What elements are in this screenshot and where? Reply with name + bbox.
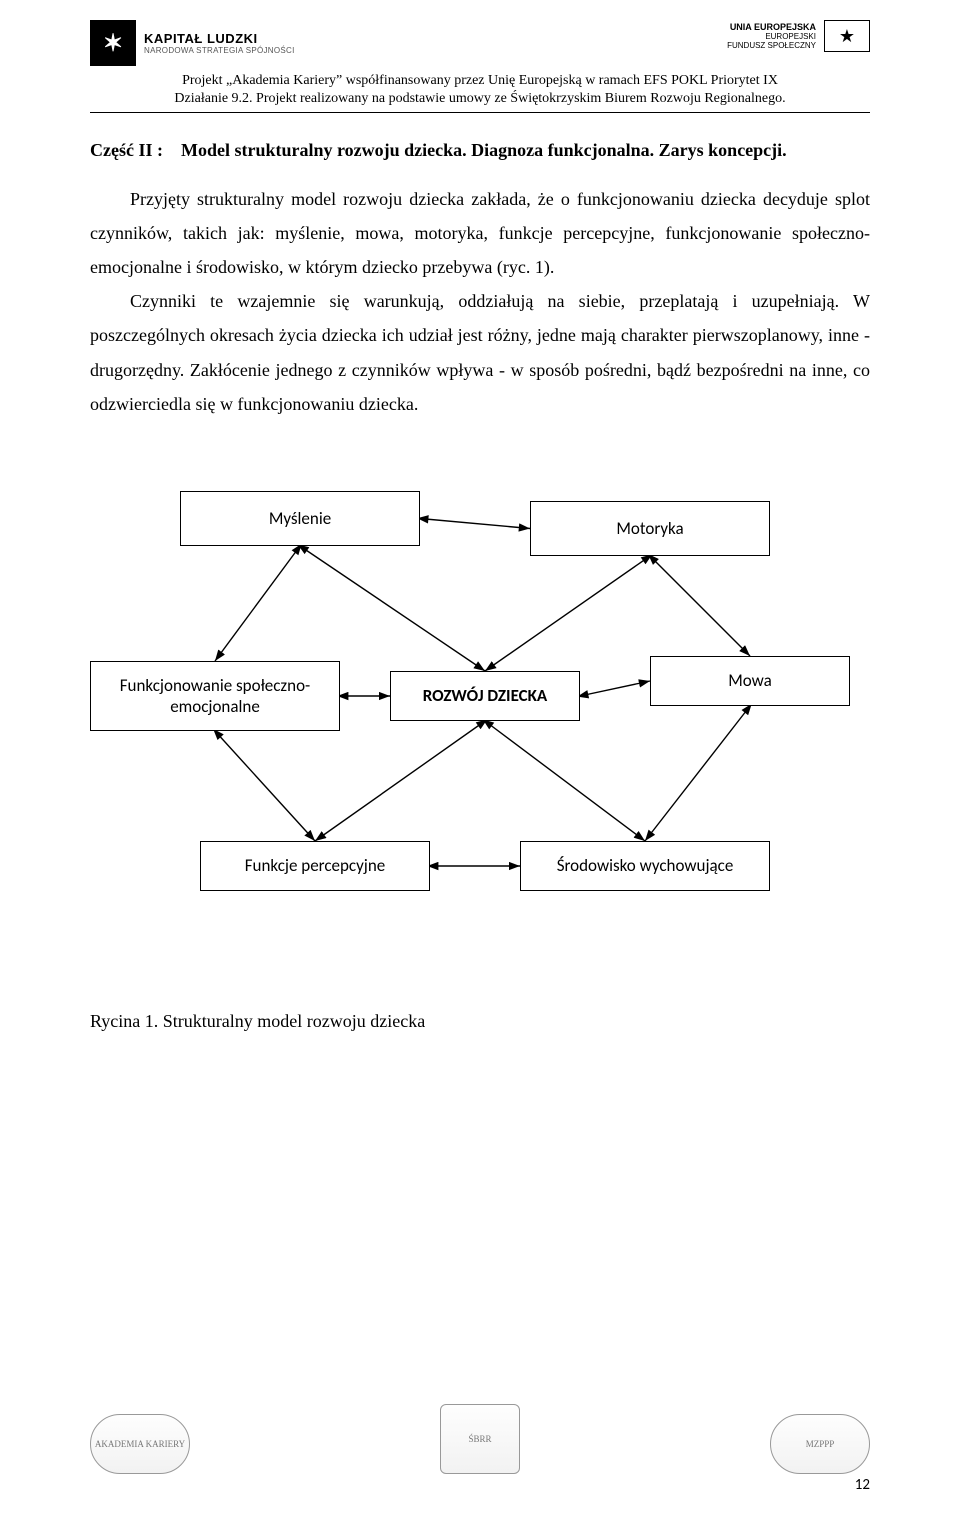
footer-badge-center: ŚBRR: [440, 1404, 520, 1474]
logo-kapital-ludzki: ✶ KAPITAŁ LUDZKI NARODOWA STRATEGIA SPÓJ…: [90, 20, 295, 66]
eu-line2: EUROPEJSKI: [727, 32, 816, 41]
diagram-node-top-right: Motoryka: [530, 501, 770, 556]
footer-logos: AKADEMIA KARIERY ŚBRR MZPPP: [90, 1404, 870, 1474]
diagram-node-mid-left: Funkcjonowanie społeczno-emocjonalne: [90, 661, 340, 731]
section-title: Część II : Model strukturalny rozwoju dz…: [90, 133, 870, 167]
kl-mark-icon: ✶: [90, 20, 136, 66]
project-line2: Działanie 9.2. Projekt realizowany na po…: [90, 90, 870, 108]
paragraph-1: Przyjęty strukturalny model rozwoju dzie…: [90, 182, 870, 285]
eu-line1: UNIA EUROPEJSKA: [727, 22, 816, 32]
page-number: 12: [855, 1476, 870, 1494]
diagram-edge: [645, 706, 750, 841]
diagram-node-mid-right: Mowa: [650, 656, 850, 706]
project-info: Projekt „Akademia Kariery” współfinansow…: [90, 72, 870, 113]
kl-sub: NARODOWA STRATEGIA SPÓJNOŚCI: [144, 46, 295, 55]
kl-title: KAPITAŁ LUDZKI: [144, 31, 295, 46]
eu-text: UNIA EUROPEJSKA EUROPEJSKI FUNDUSZ SPOŁE…: [727, 22, 816, 50]
diagram-edge: [300, 546, 485, 671]
figure-caption: Rycina 1. Strukturalny model rozwoju dzi…: [90, 1011, 870, 1032]
eu-flag-icon: ★: [824, 20, 870, 52]
diagram-node-center: ROZWÓJ DZIECKA: [390, 671, 580, 721]
title-main: Model strukturalny rozwoju dziecka. Diag…: [181, 140, 787, 160]
kl-text: KAPITAŁ LUDZKI NARODOWA STRATEGIA SPÓJNO…: [144, 31, 295, 55]
diagram-edge: [215, 546, 300, 661]
footer-badge-left: AKADEMIA KARIERY: [90, 1414, 190, 1474]
diagram-arrows: [90, 491, 870, 971]
footer-badge-right: MZPPP: [770, 1414, 870, 1474]
project-line1: Projekt „Akademia Kariery” współfinansow…: [90, 72, 870, 90]
diagram-edge: [485, 721, 645, 841]
eu-line3: FUNDUSZ SPOŁECZNY: [727, 41, 816, 50]
diagram-node-bot-right: Środowisko wychowujące: [520, 841, 770, 891]
diagram-edge: [315, 721, 485, 841]
diagram-edge: [485, 556, 650, 671]
diagram-edge: [650, 556, 750, 656]
header: ✶ KAPITAŁ LUDZKI NARODOWA STRATEGIA SPÓJ…: [90, 20, 870, 66]
logo-eu: UNIA EUROPEJSKA EUROPEJSKI FUNDUSZ SPOŁE…: [727, 20, 870, 52]
title-prefix: Część II :: [90, 140, 163, 160]
diagram: Myślenie Motoryka Funkcjonowanie społeczno…: [90, 491, 870, 971]
diagram-edge: [420, 518, 530, 528]
diagram-edge: [215, 731, 315, 841]
diagram-node-bot-left: Funkcje percepcyjne: [200, 841, 430, 891]
page: ✶ KAPITAŁ LUDZKI NARODOWA STRATEGIA SPÓJ…: [0, 0, 960, 1514]
body-text: Przyjęty strukturalny model rozwoju dzie…: [90, 182, 870, 421]
paragraph-2: Czynniki te wzajemnie się warunkują, odd…: [90, 284, 870, 421]
diagram-edge: [580, 681, 650, 696]
diagram-node-top-left: Myślenie: [180, 491, 420, 546]
